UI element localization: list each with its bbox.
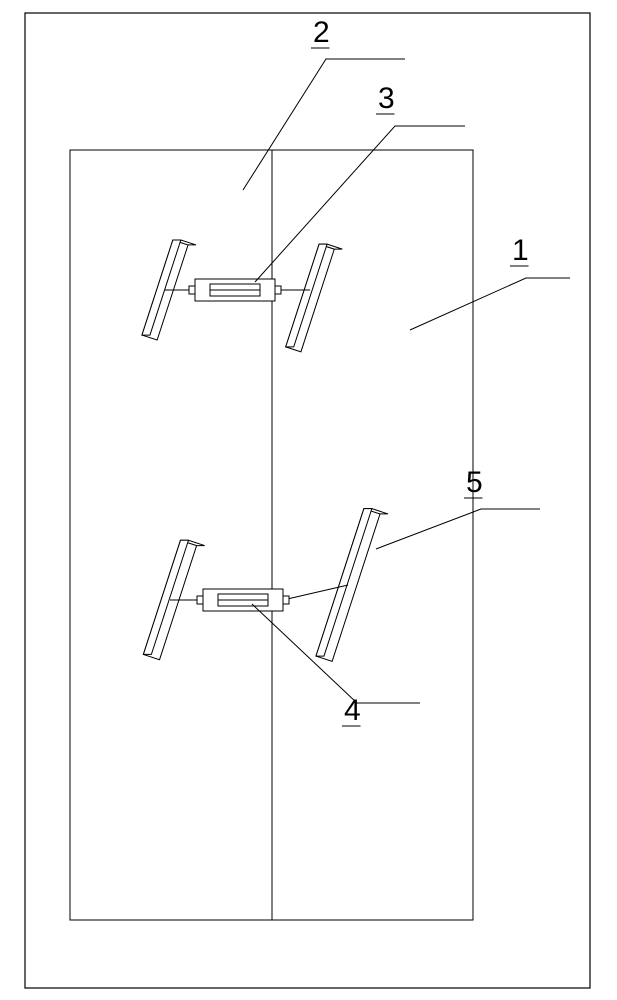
figure-svg: 2 3 1 5 4 bbox=[0, 0, 617, 1000]
callout-label-5: 5 bbox=[466, 466, 483, 499]
callout-label-3: 3 bbox=[378, 82, 395, 115]
callout-label-4: 4 bbox=[344, 694, 361, 727]
callout-label-2: 2 bbox=[313, 16, 330, 49]
callout-label-1: 1 bbox=[512, 234, 529, 267]
